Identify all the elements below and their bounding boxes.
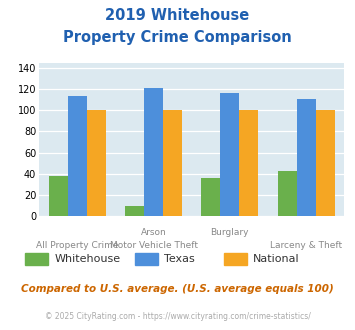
Text: Burglary: Burglary xyxy=(211,228,249,237)
Text: National: National xyxy=(253,254,300,264)
Bar xyxy=(201,178,220,216)
Text: Whitehouse: Whitehouse xyxy=(54,254,120,264)
Text: Property Crime Comparison: Property Crime Comparison xyxy=(63,30,292,45)
Text: All Property Crime: All Property Crime xyxy=(36,241,119,250)
Bar xyxy=(239,110,258,216)
Bar xyxy=(144,88,163,216)
Bar xyxy=(297,99,316,216)
Bar xyxy=(163,110,182,216)
Text: Compared to U.S. average. (U.S. average equals 100): Compared to U.S. average. (U.S. average … xyxy=(21,284,334,294)
Text: Texas: Texas xyxy=(164,254,195,264)
Bar xyxy=(49,176,68,216)
Text: © 2025 CityRating.com - https://www.cityrating.com/crime-statistics/: © 2025 CityRating.com - https://www.city… xyxy=(45,312,310,321)
Bar xyxy=(68,95,87,216)
Bar xyxy=(87,110,106,216)
Text: Larceny & Theft: Larceny & Theft xyxy=(270,241,342,250)
Bar xyxy=(316,110,335,216)
Text: Arson: Arson xyxy=(141,228,166,237)
Bar xyxy=(220,93,239,216)
Bar xyxy=(278,171,297,216)
Text: 2019 Whitehouse: 2019 Whitehouse xyxy=(105,8,250,23)
Text: Motor Vehicle Theft: Motor Vehicle Theft xyxy=(110,241,197,250)
Bar xyxy=(125,206,144,216)
